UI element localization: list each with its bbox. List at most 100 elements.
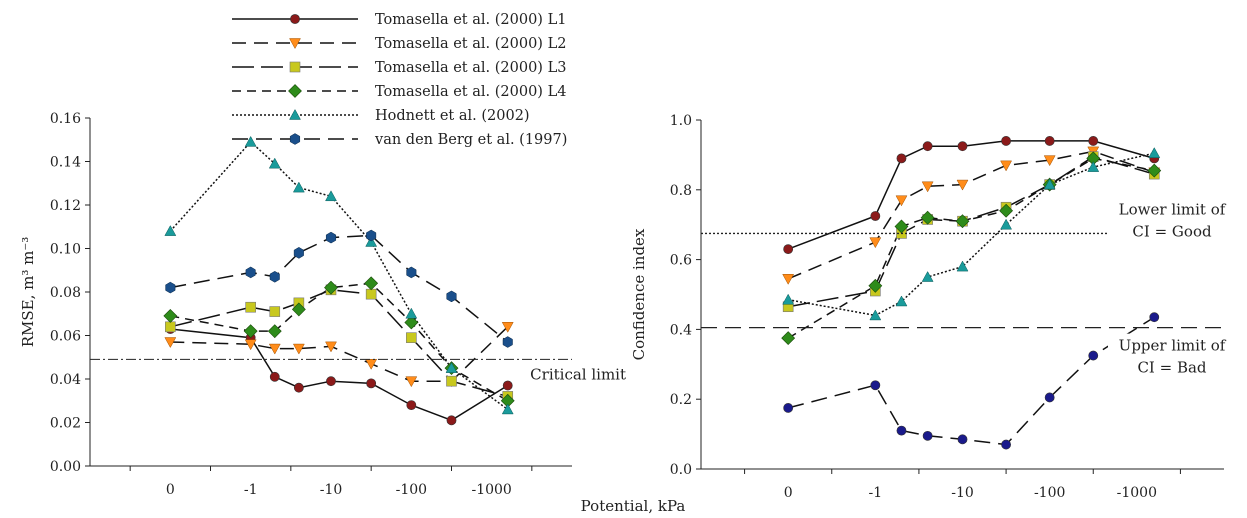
series-line: [788, 152, 1155, 317]
data-point: [405, 307, 418, 319]
confidence-index-chart: 0.0 0.2 0.4 0.6 0.8 1.0 0 -1 -10 -100 -1000 Confide…: [630, 113, 1236, 501]
bad-limit-label: CI = Bad: [1137, 359, 1206, 377]
data-point: [896, 153, 907, 164]
data-point: [365, 288, 377, 300]
y-tick-label: 0.4: [670, 322, 692, 338]
data-point: [1088, 136, 1099, 146]
critical-limit-label: Critical limit: [530, 365, 626, 383]
x-tick-label: -100: [1034, 485, 1065, 501]
data-point: [269, 271, 280, 283]
data-point: [869, 237, 882, 249]
x-tick-label: -1: [869, 485, 883, 501]
data-point: [502, 336, 513, 348]
data-point: [895, 195, 908, 207]
data-point: [920, 210, 935, 225]
data-point: [782, 274, 795, 285]
legend-marker: [289, 133, 301, 145]
series-line: [787, 150, 1155, 280]
data-point: [406, 266, 417, 279]
bad-limit-label: Upper limit of: [1119, 337, 1227, 355]
legend-label: Tomasella et al. (2000) L2: [375, 36, 566, 52]
series-line: [788, 155, 1155, 308]
data-point: [1147, 163, 1162, 178]
x-axis-title: Potential, kPa: [581, 497, 686, 515]
legend-label: Tomasella et al. (2000) L3: [375, 60, 566, 76]
data-point: [292, 181, 305, 193]
data-point: [783, 403, 794, 413]
data-point: [164, 225, 177, 236]
x-tick-label: -1000: [1117, 485, 1157, 501]
data-point: [325, 190, 337, 202]
y-tick-label: 0.00: [50, 459, 81, 475]
y-tick-label: 0.04: [50, 372, 81, 388]
data-point: [783, 244, 794, 255]
y-tick-label: 0.8: [670, 183, 692, 199]
legend: Tomasella et al. (2000) L1 Tomasella et a…: [232, 12, 567, 148]
data-point: [957, 434, 968, 445]
data-point: [1148, 147, 1161, 158]
data-point: [922, 430, 933, 441]
data-point: [445, 362, 458, 373]
y-axis-title: RMSE, m³ m⁻³: [19, 237, 37, 348]
data-point: [245, 266, 256, 279]
data-point: [446, 290, 457, 303]
y-tick-label: 0.12: [50, 198, 81, 214]
data-point: [446, 415, 457, 426]
data-point: [269, 371, 280, 382]
data-point: [956, 179, 969, 191]
data-point: [1043, 155, 1056, 167]
y-tick-label: 0.10: [50, 242, 81, 258]
limit-label-bg: [1108, 333, 1236, 378]
data-point: [1044, 136, 1055, 146]
data-point: [268, 157, 281, 169]
series-line: [787, 140, 1155, 250]
data-point: [325, 341, 337, 353]
x-tick-label: 0: [784, 485, 793, 501]
data-point: [868, 278, 883, 293]
x-tick-label: -100: [396, 482, 427, 498]
data-point: [869, 309, 882, 321]
data-point: [922, 141, 933, 152]
legend-marker: [290, 14, 300, 24]
series-line: [787, 157, 1155, 339]
data-point: [267, 324, 282, 339]
legend-marker: [288, 84, 302, 98]
legend-label: Tomasella et al. (2000) L4: [375, 84, 566, 100]
data-point: [921, 271, 934, 282]
data-point: [1087, 161, 1100, 172]
critical-limit-label-bg: [512, 363, 626, 383]
x-tick-label: -1000: [471, 482, 511, 498]
rmse-chart: 0.00 0.02 0.04 0.06 0.08 0.10 0.12 0.14 0.16 0 -1 -…: [19, 111, 626, 498]
y-tick-label: 0.6: [670, 253, 692, 269]
y-axis-title: Confidence index: [630, 228, 648, 360]
series-line: [170, 289, 508, 398]
data-point: [1000, 160, 1013, 172]
data-point: [365, 235, 378, 247]
data-point: [921, 181, 934, 193]
data-point: [365, 359, 378, 370]
data-point: [326, 376, 336, 387]
data-point: [404, 315, 419, 330]
good-limit-label: Lower limit of: [1119, 200, 1227, 218]
y-tick-label: 0.16: [50, 111, 81, 127]
data-point: [781, 331, 796, 346]
data-point: [1000, 218, 1013, 230]
data-point: [955, 214, 970, 229]
data-point: [269, 306, 281, 317]
data-point: [502, 380, 513, 391]
data-point: [291, 302, 306, 317]
series-line: [788, 316, 1155, 446]
x-tick-label: 0: [166, 482, 175, 498]
x-tick-label: -10: [320, 482, 343, 498]
data-point: [165, 321, 176, 333]
data-point: [292, 343, 305, 355]
data-point: [896, 425, 907, 436]
data-point: [244, 339, 257, 351]
data-point: [243, 324, 258, 339]
good-limit-label: CI = Good: [1132, 222, 1212, 240]
legend-label: Hodnett et al. (2002): [375, 108, 530, 124]
data-point: [366, 229, 377, 242]
data-point: [366, 378, 377, 389]
